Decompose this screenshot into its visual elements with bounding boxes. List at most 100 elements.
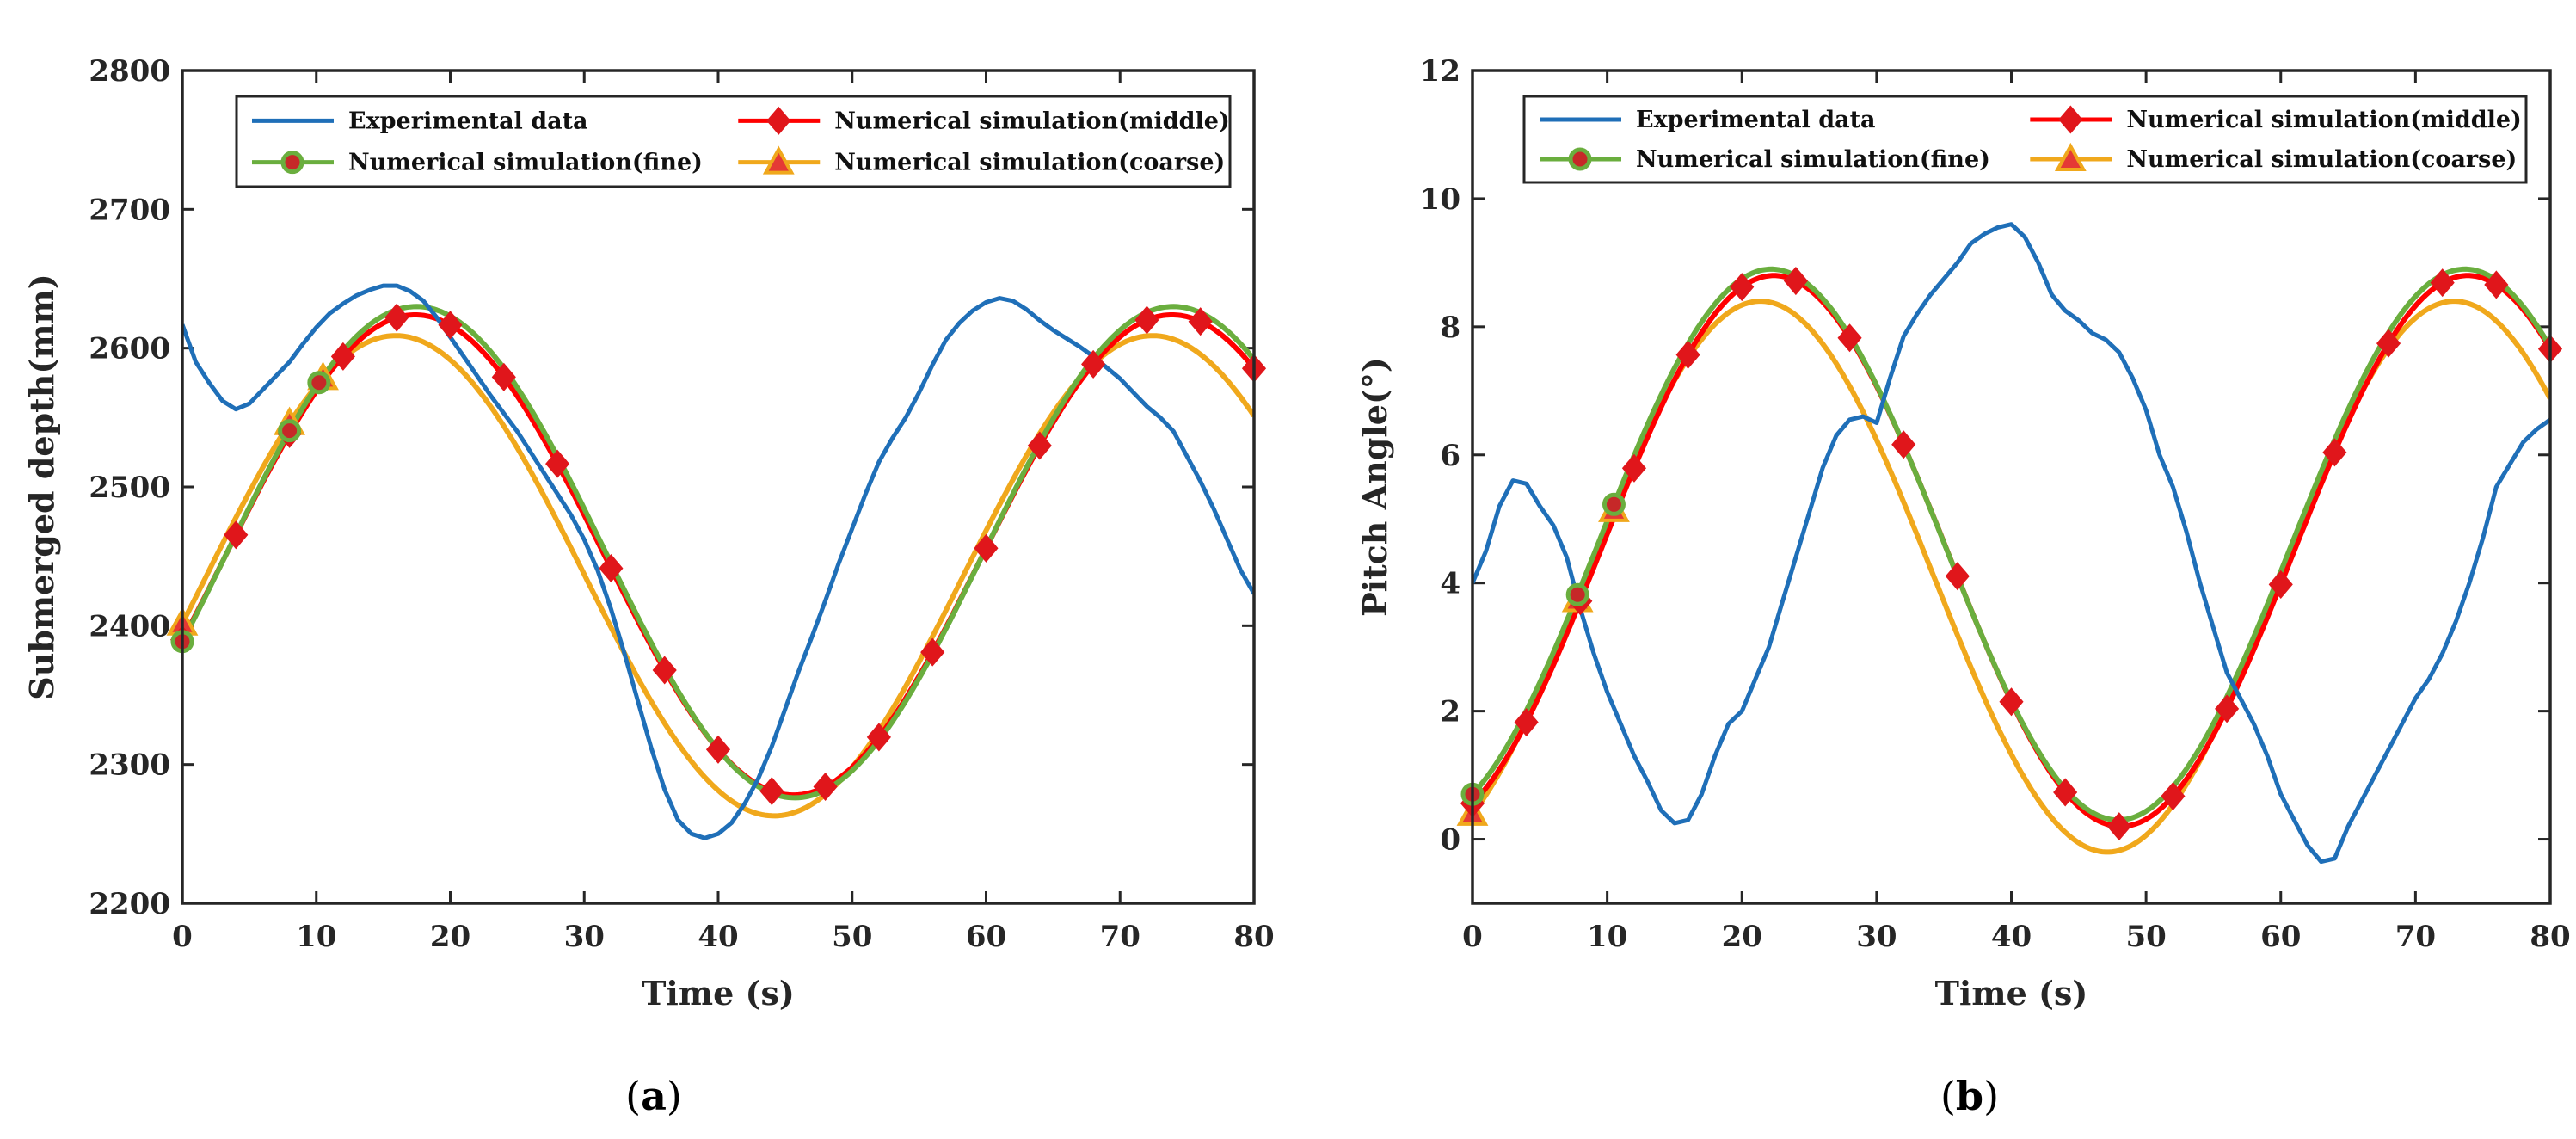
x-tick-label: 50 (832, 920, 872, 954)
data-point-middle (2053, 778, 2078, 807)
legend-label: Numerical simulation(fine) (1636, 146, 1990, 173)
legend-label: Numerical simulation(coarse) (834, 150, 1225, 176)
data-point-middle (1621, 453, 1647, 483)
x-tick-label: 40 (1991, 920, 2032, 954)
data-point-middle (2215, 694, 2240, 723)
y-tick-label: 2700 (89, 193, 170, 227)
y-tick-label: 6 (1440, 439, 1460, 473)
y-tick-label: 2400 (89, 609, 170, 643)
y-axis-label: Submerged depth(mm) (22, 274, 61, 699)
data-point-middle (224, 520, 249, 550)
series-line-middle (1472, 273, 2550, 829)
x-tick-label: 80 (2530, 920, 2570, 954)
legend-label: Numerical simulation(fine) (348, 150, 703, 176)
data-point-middle (1891, 430, 1916, 459)
x-tick-label: 80 (1233, 920, 1274, 954)
x-axis-label: Time (s) (1935, 974, 2088, 1013)
panel-label: (b) (1940, 1073, 1999, 1119)
data-point-fine (1565, 582, 1589, 606)
legend: Experimental data Numerical simulation(mi… (235, 95, 1232, 188)
data-point-fine (307, 371, 331, 395)
legend-entry-experimental: Experimental data (252, 108, 588, 134)
legend-label: Numerical simulation(coarse) (2126, 146, 2517, 173)
data-point-middle (705, 735, 731, 764)
data-point-middle (1945, 562, 1970, 591)
data-point-middle (2376, 329, 2401, 358)
marker-layer (166, 303, 1267, 806)
y-tick-label: 2600 (89, 332, 170, 366)
data-point-middle (1783, 267, 1808, 296)
data-point-middle (759, 777, 784, 806)
x-tick-label: 10 (1587, 920, 1627, 954)
x-tick-label: 70 (1100, 920, 1140, 954)
y-tick-label: 4 (1440, 567, 1460, 601)
legend: Experimental data Numerical simulation(mi… (1522, 95, 2528, 184)
x-tick-label: 0 (172, 920, 193, 954)
y-axis-label: Pitch Angle(°) (1356, 357, 1394, 617)
legend-entry-middle: Numerical simulation(middle) (738, 106, 1230, 135)
y-tick-label: 2800 (89, 54, 170, 89)
legend-entry-middle: Numerical simulation(middle) (2030, 105, 2522, 134)
series-line-middle (182, 312, 1254, 798)
data-point-middle (1027, 431, 1052, 460)
legend-marker (762, 145, 795, 175)
y-tick-label: 2500 (89, 471, 170, 505)
data-point-fine (278, 419, 302, 443)
legend-label: Numerical simulation(middle) (834, 108, 1229, 134)
axes-frame (1471, 69, 2552, 905)
series-line-experimental (182, 283, 1254, 840)
chart-panel-1: 0 10 20 30 40 50 60 70 80 2200 2300 2400 2500 2600 270… (22, 54, 1275, 1119)
marker-layer (1456, 267, 2563, 841)
data-point-middle (1134, 305, 1159, 335)
series-layer (1472, 222, 2550, 865)
data-point-middle (866, 723, 891, 752)
x-tick-label: 0 (1462, 920, 1483, 954)
x-tick-label: 60 (966, 920, 1006, 954)
data-point-middle (2268, 570, 2293, 599)
legend-label: Experimental data (348, 108, 588, 134)
legend-marker (2054, 142, 2087, 171)
x-tick-label: 20 (430, 920, 470, 954)
legend-marker (2058, 105, 2083, 134)
data-point-middle (2322, 438, 2347, 467)
x-tick-label: 30 (564, 920, 605, 954)
chart-panel-2: 0 10 20 30 40 50 60 70 80 0 2 4 6 8 10 12 Time (s) Pitch … (1356, 54, 2571, 1119)
panel-label: (a) (625, 1073, 682, 1119)
x-tick-label: 70 (2395, 920, 2436, 954)
legend-marker (1568, 147, 1592, 171)
data-point-middle (2484, 270, 2509, 299)
y-tick-label: 0 (1440, 823, 1460, 858)
data-point-middle (1837, 323, 1862, 353)
data-point-middle (1188, 307, 1213, 336)
data-point-middle (974, 533, 999, 563)
legend-entry-coarse: Numerical simulation(coarse) (738, 145, 1225, 176)
legend-entry-coarse: Numerical simulation(coarse) (2030, 142, 2517, 173)
x-tick-label: 30 (1856, 920, 1897, 954)
legend-entry-fine: Numerical simulation(fine) (252, 150, 703, 176)
y-tick-label: 2 (1440, 695, 1460, 730)
data-point-middle (1514, 708, 1539, 737)
series-line-coarse (1472, 299, 2550, 855)
data-point-middle (1730, 273, 1755, 302)
data-point-middle (813, 772, 838, 802)
data-point-fine (1602, 492, 1626, 516)
y-tick-label: 10 (1420, 182, 1460, 217)
legend-marker (280, 151, 304, 175)
x-axis-label: Time (s) (642, 974, 795, 1013)
data-point-middle (2161, 781, 2186, 811)
x-tick-label: 10 (296, 920, 336, 954)
y-tick-label: 8 (1440, 311, 1460, 345)
data-point-middle (652, 656, 677, 685)
data-point-middle (1999, 687, 2024, 717)
legend-marker (766, 106, 791, 135)
data-point-middle (384, 303, 409, 332)
legend-label: Numerical simulation(middle) (2126, 107, 2521, 133)
series-line-fine (182, 304, 1254, 801)
y-tick-label: 2300 (89, 748, 170, 783)
data-point-middle (438, 311, 463, 340)
data-point-middle (1675, 340, 1700, 369)
x-tick-label: 60 (2260, 920, 2301, 954)
x-tick-label: 40 (698, 920, 738, 954)
y-tick-label: 12 (1420, 54, 1460, 89)
